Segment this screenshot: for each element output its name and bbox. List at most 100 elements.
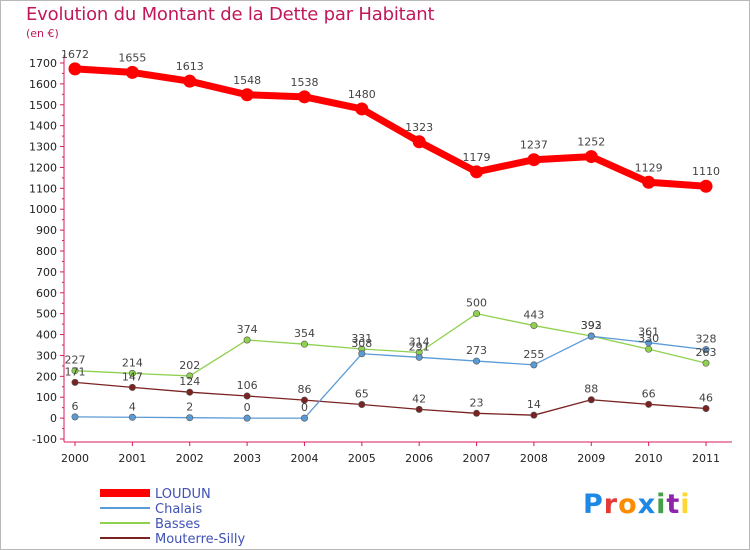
x-tick-label: 2009 [577, 452, 605, 465]
data-label: 1672 [61, 48, 89, 61]
data-point [186, 388, 194, 396]
unit-label: (en €) [26, 27, 59, 40]
data-point [128, 369, 136, 377]
data-label: 291 [409, 340, 430, 353]
data-point [702, 359, 710, 367]
data-label: 1613 [176, 60, 204, 73]
x-tick-label: 2005 [348, 452, 376, 465]
x-tick-label: 2006 [405, 452, 433, 465]
data-point [71, 378, 79, 386]
data-label: 202 [179, 359, 200, 372]
data-label: 1237 [520, 139, 548, 152]
x-tick-label: 2003 [233, 452, 261, 465]
y-tick-label: 200 [36, 370, 57, 383]
data-label: 330 [638, 332, 659, 345]
y-tick-label: 900 [36, 224, 57, 237]
data-label: 314 [409, 336, 430, 349]
data-point [415, 405, 423, 413]
data-point [645, 339, 653, 347]
data-label: 65 [355, 388, 369, 401]
y-tick-label: 600 [36, 287, 57, 300]
data-label: 0 [244, 401, 251, 414]
data-point [645, 400, 653, 408]
data-point [642, 175, 656, 189]
data-label: 374 [237, 323, 258, 336]
proxiti-logo: Proxiti [583, 489, 691, 520]
data-point [128, 413, 136, 421]
y-tick-label: 1600 [29, 78, 57, 91]
data-point [530, 322, 538, 330]
x-tick-label: 2010 [635, 452, 663, 465]
data-label: 214 [122, 356, 143, 369]
data-label: 106 [237, 379, 258, 392]
data-point [125, 65, 139, 79]
data-point [300, 396, 308, 404]
data-point [71, 367, 79, 375]
data-label: 1129 [635, 161, 663, 174]
data-label: 124 [179, 375, 200, 388]
y-tick-label: -100 [32, 433, 57, 446]
data-label: 4 [129, 400, 136, 413]
y-tick-label: 1500 [29, 99, 57, 112]
y-tick-label: 700 [36, 266, 57, 279]
y-tick-label: 1400 [29, 120, 57, 133]
data-label: 500 [466, 297, 487, 310]
data-point [186, 372, 194, 380]
data-point [240, 88, 254, 102]
data-point [128, 383, 136, 391]
data-label: 328 [696, 333, 717, 346]
data-point [297, 90, 311, 104]
data-label: 393 [581, 319, 602, 332]
data-label: 88 [584, 383, 598, 396]
data-point [702, 405, 710, 413]
data-label: 46 [699, 392, 713, 405]
y-tick-label: 0 [50, 412, 57, 425]
y-tick-label: 1700 [29, 57, 57, 70]
data-label: 1179 [463, 151, 491, 164]
data-label: 66 [642, 387, 656, 400]
data-label: 443 [523, 309, 544, 322]
data-label: 392 [581, 319, 602, 332]
y-tick-label: 400 [36, 329, 57, 342]
y-tick-label: 800 [36, 245, 57, 258]
data-label: 1480 [348, 88, 376, 101]
x-tick-label: 2004 [290, 452, 318, 465]
data-label: 255 [523, 348, 544, 361]
series-line-basses [74, 313, 707, 377]
y-tick-label: 1100 [29, 182, 57, 195]
data-label: 361 [638, 326, 659, 339]
data-point [300, 414, 308, 422]
y-tick-label: 100 [36, 391, 57, 404]
y-tick-label: 1200 [29, 161, 57, 174]
data-point [186, 414, 194, 422]
data-point [530, 361, 538, 369]
data-label: 0 [301, 401, 308, 414]
data-label: 23 [470, 396, 484, 409]
y-tick-label: 500 [36, 308, 57, 321]
data-label: 6 [72, 400, 79, 413]
data-label: 86 [297, 383, 311, 396]
data-point [587, 396, 595, 404]
x-tick-label: 2008 [520, 452, 548, 465]
data-point [300, 340, 308, 348]
data-label: 331 [351, 332, 372, 345]
data-point [645, 345, 653, 353]
legend-label: Chalais [155, 502, 202, 517]
data-point [412, 135, 426, 149]
data-point [702, 346, 710, 354]
x-tick-label: 2011 [692, 452, 720, 465]
y-tick-label: 1300 [29, 141, 57, 154]
data-point [183, 74, 197, 88]
data-point [243, 392, 251, 400]
data-point [473, 409, 481, 417]
data-point [415, 353, 423, 361]
series-line-chalais [74, 335, 707, 419]
legend-label: Mouterre-Silly [155, 532, 245, 547]
data-label: 171 [65, 365, 86, 378]
x-tick-label: 2007 [463, 452, 491, 465]
data-labels: 1672 1655 1613 1548 1538 1480 1323 1179 1237 1252… [61, 48, 720, 414]
data-point [584, 150, 598, 164]
